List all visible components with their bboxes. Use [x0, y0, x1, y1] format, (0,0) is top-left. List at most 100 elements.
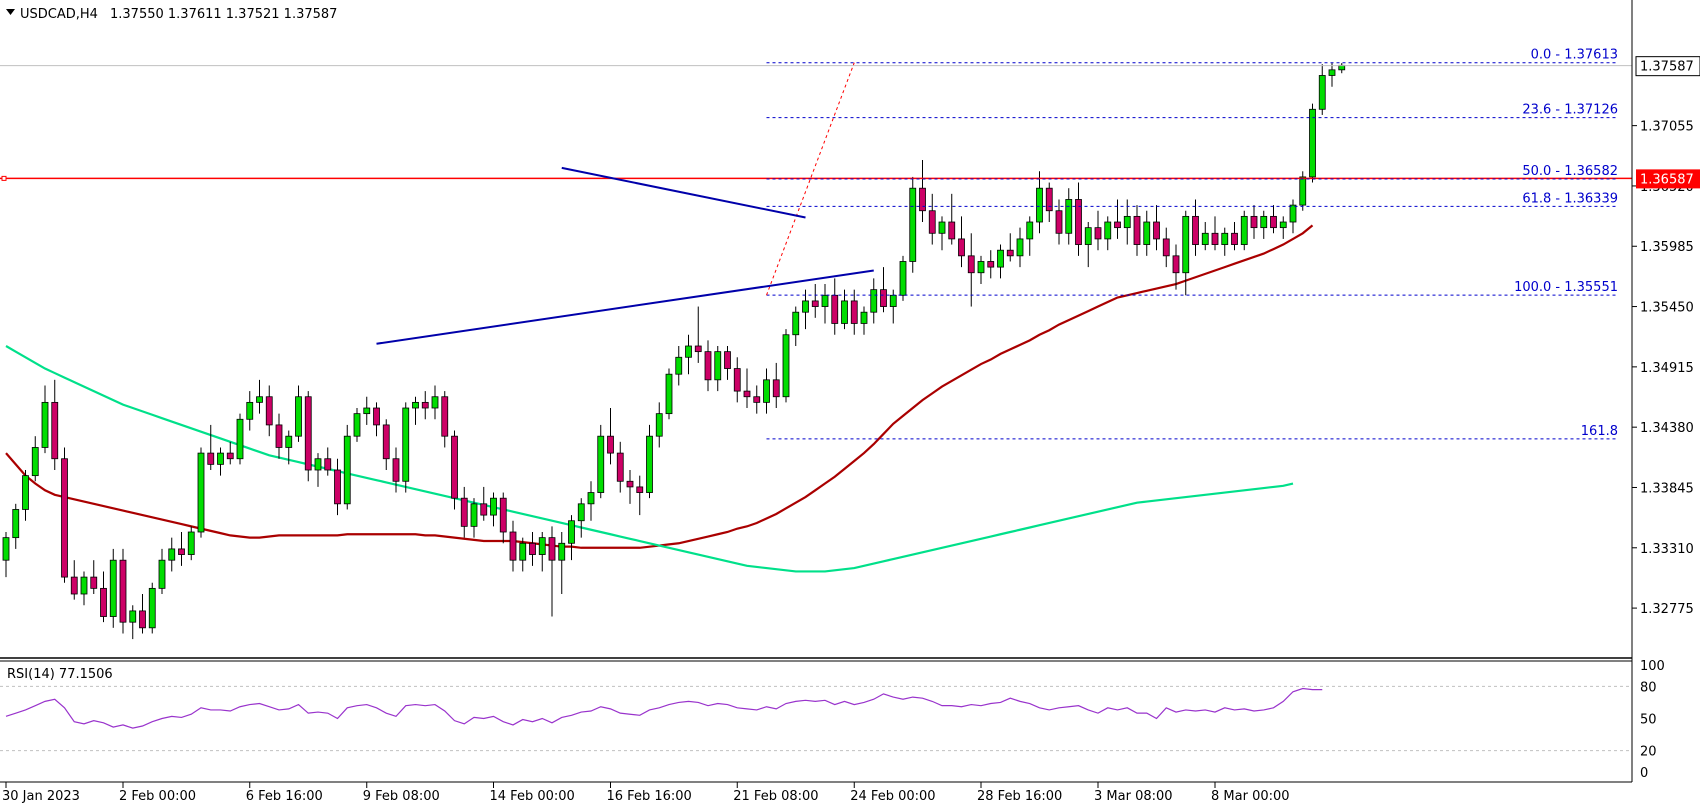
- candle: [1104, 216, 1112, 251]
- candle: [1279, 216, 1287, 239]
- candle-body-bull: [938, 221, 946, 234]
- candle-body-bull: [343, 435, 351, 505]
- candle-body-bull: [870, 289, 878, 313]
- candle-body-bull: [353, 413, 361, 437]
- y-tick-label: 1.35985: [1640, 240, 1694, 255]
- candle: [412, 396, 419, 425]
- candle-body-bull: [1201, 232, 1209, 245]
- candle: [1143, 210, 1151, 256]
- candle: [1026, 216, 1034, 256]
- y-tick-label: 1.33310: [1640, 542, 1694, 557]
- candle: [421, 391, 429, 420]
- chart-menu-triangle-icon[interactable]: [6, 9, 15, 15]
- candle: [1075, 182, 1082, 256]
- candle-body-bear: [919, 187, 926, 212]
- x-tick-label: 3 Mar 08:00: [1094, 789, 1173, 804]
- candle-body-bear: [1075, 199, 1082, 245]
- svg-text:1.37587: 1.37587: [1640, 60, 1694, 75]
- candle: [1240, 210, 1248, 251]
- candle: [1309, 103, 1316, 183]
- candle: [811, 284, 819, 318]
- candle-body-bull: [1143, 221, 1151, 245]
- candle: [919, 160, 926, 223]
- candle: [1114, 199, 1121, 239]
- candle-body-bear: [1133, 215, 1141, 245]
- candle-body-bear: [51, 401, 59, 460]
- candle: [402, 402, 410, 493]
- candle-body-bear: [967, 255, 975, 274]
- candle-body-bear: [1114, 221, 1121, 229]
- candle-body-bull: [909, 187, 917, 262]
- candle-body-bull: [1279, 221, 1287, 229]
- candle-body-bear: [1094, 227, 1102, 240]
- candle: [909, 176, 917, 273]
- candle: [1201, 222, 1209, 251]
- candle: [1192, 199, 1199, 256]
- candle: [831, 278, 839, 335]
- candle-body-bull: [519, 542, 527, 561]
- candle: [724, 346, 731, 380]
- candle: [1289, 199, 1297, 234]
- candle-body-bull: [1084, 227, 1092, 245]
- lower-trendline: [376, 269, 874, 345]
- candle: [353, 408, 361, 442]
- candle: [373, 402, 380, 437]
- candle: [382, 419, 390, 471]
- candle: [1299, 171, 1307, 211]
- candle: [772, 362, 780, 409]
- candle-body-bull: [841, 300, 848, 324]
- candle-body-bear: [499, 497, 507, 533]
- candle: [1221, 227, 1229, 256]
- candle-body-bull: [256, 396, 263, 403]
- candle-body-bear: [1045, 187, 1053, 212]
- candle-body-bear: [441, 396, 449, 437]
- y-tick-label: 1.34380: [1640, 421, 1694, 436]
- rsi-tick-label: 100: [1640, 659, 1665, 674]
- candle: [187, 526, 195, 561]
- candle: [587, 481, 595, 521]
- candle-body-bull: [860, 311, 868, 324]
- candle-body-bull: [1182, 215, 1190, 274]
- candle-body-bull: [402, 407, 410, 482]
- candle-body-bear: [382, 424, 390, 460]
- candle-body-bear: [139, 610, 146, 629]
- candle-body-bear: [753, 396, 761, 403]
- candle-body-bull: [977, 261, 985, 274]
- candle-body-bear: [636, 486, 644, 493]
- candle: [499, 492, 507, 544]
- candle-body-bull: [295, 396, 302, 437]
- candle: [480, 486, 488, 521]
- candle-body-bear: [392, 458, 400, 482]
- candle: [607, 408, 614, 465]
- candle-body-bear: [607, 435, 614, 454]
- candle-body-bull: [675, 356, 683, 375]
- candle: [1172, 244, 1180, 290]
- candle: [655, 402, 663, 448]
- candle-body-bull: [314, 458, 322, 471]
- candle: [314, 453, 322, 487]
- candle-body-bull: [646, 435, 653, 493]
- candle: [958, 216, 965, 268]
- candle: [938, 216, 946, 251]
- horizontal-line-price-tag: 1.36587: [1636, 169, 1700, 189]
- candle: [343, 424, 351, 510]
- candle-body-bear: [616, 452, 624, 482]
- candle-body-bull: [1309, 108, 1316, 178]
- candle: [61, 447, 68, 583]
- candle-body-bull: [1026, 221, 1034, 240]
- candle-body-bull: [1036, 187, 1043, 223]
- candle: [431, 385, 439, 420]
- candle-body-bull: [31, 447, 39, 477]
- candle-body-bull: [889, 294, 897, 307]
- candle-body-bear: [1006, 249, 1014, 257]
- candle: [12, 503, 20, 549]
- candle: [22, 470, 29, 521]
- candle: [548, 526, 556, 617]
- candle-body-bear: [509, 531, 517, 561]
- candle-body-bull: [431, 396, 439, 409]
- candle: [538, 532, 546, 572]
- candle-body-bear: [850, 300, 858, 324]
- upper-trendline: [561, 166, 806, 219]
- candle: [80, 571, 88, 606]
- candle: [1006, 233, 1014, 262]
